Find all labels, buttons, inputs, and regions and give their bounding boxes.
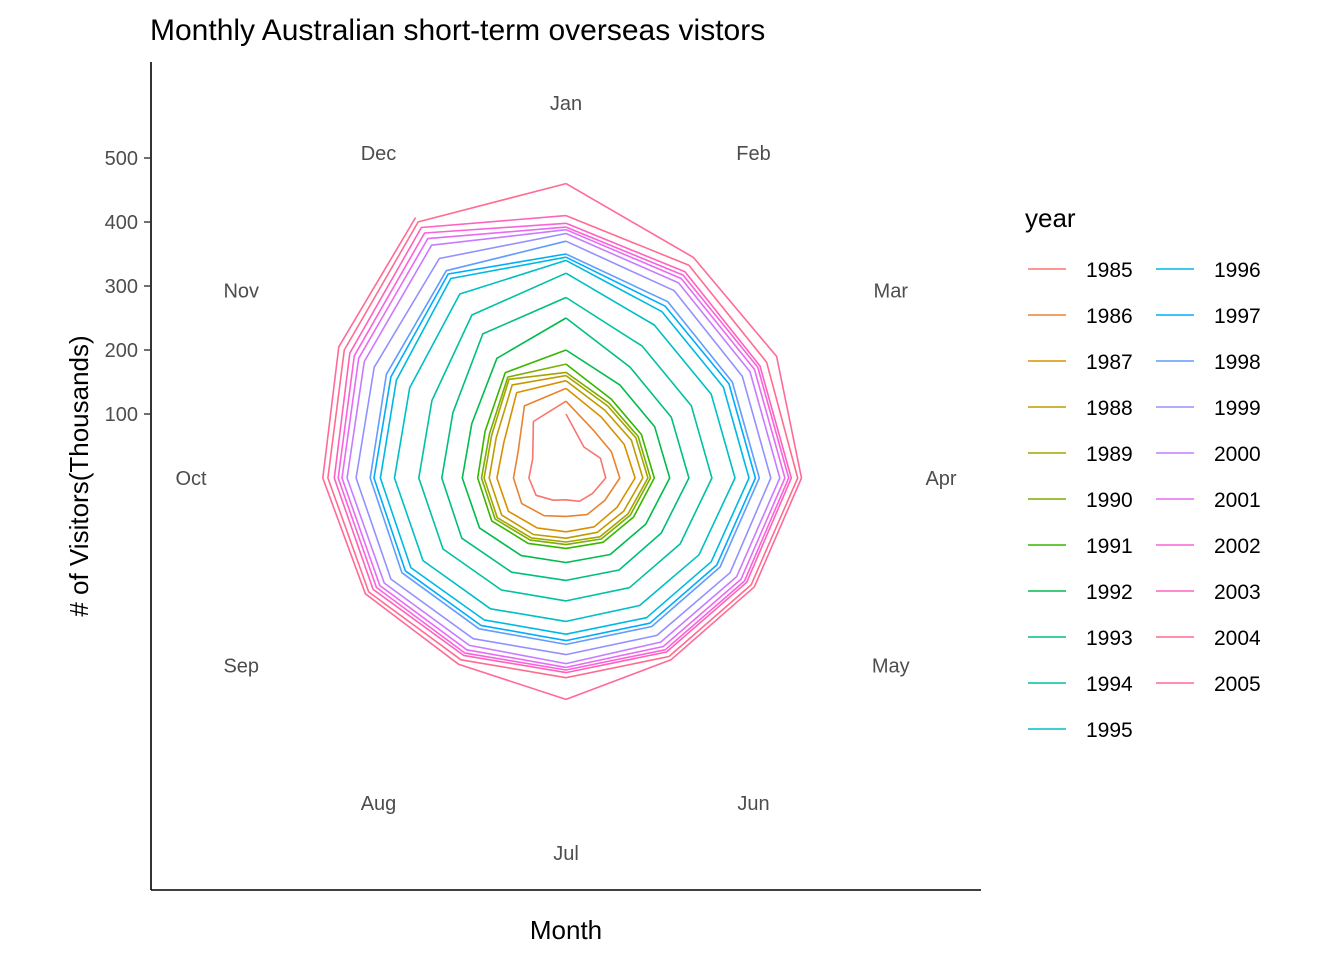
legend-label-1989: 1989 bbox=[1086, 443, 1133, 466]
legend-item-1987: 1987 bbox=[1028, 351, 1133, 374]
series-line-1991 bbox=[476, 349, 656, 550]
legend-item-1998: 1998 bbox=[1156, 351, 1261, 374]
legend-label-1990: 1990 bbox=[1086, 489, 1133, 512]
month-labels: Jan Feb Mar Apr May Jun Jul Aug Sep Oct Nov Dec bbox=[175, 93, 956, 865]
legend-label-2005: 2005 bbox=[1214, 673, 1261, 696]
series-line-1990 bbox=[480, 363, 652, 546]
legend-label-2003: 2003 bbox=[1214, 581, 1261, 604]
series-line-2004 bbox=[327, 182, 799, 679]
series-line-1989 bbox=[483, 371, 649, 543]
legend-label-1986: 1986 bbox=[1086, 305, 1133, 328]
legend-item-1994: 1994 bbox=[1028, 673, 1133, 696]
month-label-oct: Oct bbox=[175, 468, 207, 490]
legend-label-2000: 2000 bbox=[1214, 443, 1261, 466]
legend-label-1988: 1988 bbox=[1086, 397, 1133, 420]
legend-item-1997: 1997 bbox=[1156, 305, 1261, 328]
series-line-1993 bbox=[441, 296, 690, 582]
legend-label-1994: 1994 bbox=[1086, 673, 1133, 696]
legend-label-1999: 1999 bbox=[1214, 397, 1261, 420]
series-line-1994 bbox=[418, 272, 713, 602]
series-line-1996 bbox=[379, 256, 750, 635]
y-axis-title: # of Visitors(Thousands) bbox=[64, 335, 94, 616]
legend-label-2004: 2004 bbox=[1214, 627, 1261, 650]
y-tick-label: 400 bbox=[105, 212, 138, 234]
legend-item-1985: 1985 bbox=[1028, 259, 1133, 282]
legend-item-2001: 2001 bbox=[1156, 489, 1261, 512]
legend-item-2003: 2003 bbox=[1156, 581, 1261, 604]
y-tick-label: 300 bbox=[105, 276, 138, 298]
y-tick-label: 100 bbox=[105, 404, 138, 426]
legend-label-1993: 1993 bbox=[1086, 627, 1133, 650]
legend-item-1986: 1986 bbox=[1028, 305, 1133, 328]
legend-label-1997: 1997 bbox=[1214, 305, 1261, 328]
series-line-1992 bbox=[461, 317, 671, 564]
month-label-jun: Jun bbox=[737, 793, 769, 815]
legend-items: 1985 1986 1987 1988 1989 1990 1991 1992 1993 1994… bbox=[1028, 259, 1261, 742]
series-line-1995 bbox=[393, 259, 736, 623]
series-line-1988 bbox=[488, 374, 644, 539]
legend-item-2005: 2005 bbox=[1156, 673, 1261, 696]
chart-title: Monthly Australian short-term overseas v… bbox=[150, 14, 765, 47]
month-label-dec: Dec bbox=[361, 143, 397, 165]
series-lines bbox=[322, 182, 803, 701]
legend-item-1993: 1993 bbox=[1028, 627, 1133, 650]
month-label-jan: Jan bbox=[550, 93, 582, 115]
series-line-2003 bbox=[333, 214, 793, 674]
month-label-aug: Aug bbox=[361, 793, 397, 815]
legend-label-2002: 2002 bbox=[1214, 535, 1261, 558]
series-line-1999 bbox=[355, 232, 772, 656]
series-line-2000 bbox=[346, 228, 781, 665]
series-line-2002 bbox=[337, 222, 790, 671]
series-line-1998 bbox=[369, 240, 761, 646]
legend-item-2000: 2000 bbox=[1156, 443, 1261, 466]
legend-item-1995: 1995 bbox=[1028, 719, 1133, 742]
series-line-2001 bbox=[341, 226, 786, 669]
month-label-feb: Feb bbox=[736, 143, 770, 165]
legend-item-1989: 1989 bbox=[1028, 443, 1133, 466]
series-line-1985 bbox=[528, 400, 607, 503]
legend-label-1991: 1991 bbox=[1086, 535, 1133, 558]
series-line-1987 bbox=[496, 379, 636, 533]
month-label-sep: Sep bbox=[223, 656, 259, 678]
legend-label-2001: 2001 bbox=[1214, 489, 1261, 512]
legend-label-1987: 1987 bbox=[1086, 351, 1133, 374]
plot-panel: 100 200 300 400 500 Jan Feb Mar Apr May Jun Jul Aug… bbox=[105, 62, 981, 891]
series-line-1986 bbox=[512, 387, 621, 518]
legend-item-1991: 1991 bbox=[1028, 535, 1133, 558]
legend-item-1990: 1990 bbox=[1028, 489, 1133, 512]
series-line-1997 bbox=[373, 253, 757, 642]
legend-title: year bbox=[1025, 203, 1076, 233]
legend: year 1985 1986 1987 1988 1989 1990 1991 1992 199… bbox=[1025, 203, 1261, 742]
y-tick-label: 500 bbox=[105, 148, 138, 170]
month-label-may: May bbox=[872, 656, 910, 678]
legend-item-1996: 1996 bbox=[1156, 259, 1261, 282]
month-label-mar: Mar bbox=[874, 281, 909, 303]
month-label-jul: Jul bbox=[553, 843, 579, 865]
legend-label-1995: 1995 bbox=[1086, 719, 1133, 742]
month-label-nov: Nov bbox=[223, 281, 259, 303]
legend-item-1992: 1992 bbox=[1028, 581, 1133, 604]
y-ticks: 100 200 300 400 500 bbox=[105, 148, 151, 426]
legend-item-1988: 1988 bbox=[1028, 397, 1133, 420]
legend-label-1985: 1985 bbox=[1086, 259, 1133, 282]
x-axis-title: Month bbox=[530, 915, 602, 945]
y-tick-label: 200 bbox=[105, 340, 138, 362]
month-label-apr: Apr bbox=[925, 468, 956, 490]
series-line-2005 bbox=[322, 182, 803, 701]
legend-item-2004: 2004 bbox=[1156, 627, 1261, 650]
legend-label-1996: 1996 bbox=[1214, 259, 1261, 282]
legend-item-2002: 2002 bbox=[1156, 535, 1261, 558]
legend-item-1999: 1999 bbox=[1156, 397, 1261, 420]
legend-label-1992: 1992 bbox=[1086, 581, 1133, 604]
legend-label-1998: 1998 bbox=[1214, 351, 1261, 374]
